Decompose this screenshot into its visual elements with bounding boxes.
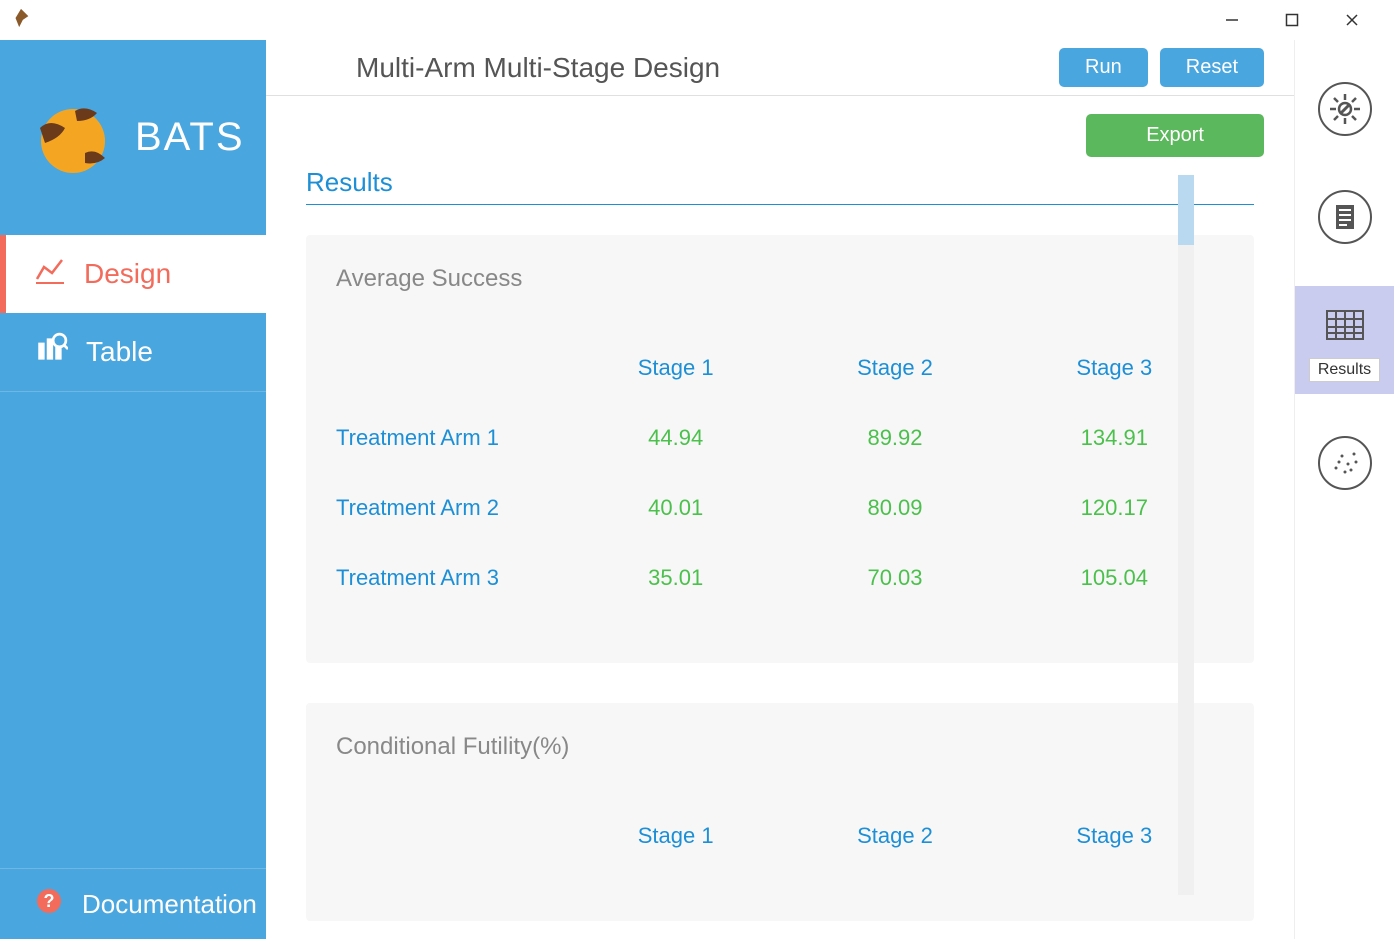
gear-icon (1318, 82, 1372, 136)
svg-text:?: ? (44, 891, 55, 911)
scrollbar[interactable] (1178, 175, 1194, 895)
reset-button[interactable]: Reset (1160, 48, 1264, 87)
cell-value: 40.01 (566, 495, 785, 521)
header: Multi-Arm Multi-Stage Design Run Reset (266, 40, 1294, 96)
export-button[interactable]: Export (1086, 114, 1264, 157)
logo-area: BATS (0, 40, 266, 235)
logo-icon (25, 93, 115, 183)
results-content: Results Average Success Stage 1 Stage 2 … (266, 157, 1294, 939)
titlebar (0, 0, 1394, 40)
row-label: Treatment Arm 2 (336, 495, 566, 521)
table-row: Treatment Arm 3 35.01 70.03 105.04 (336, 543, 1224, 613)
table-row: Treatment Arm 1 44.94 89.92 134.91 (336, 403, 1224, 473)
rail-item-label: Results (1309, 358, 1380, 382)
sidebar-item-design[interactable]: Design (0, 235, 266, 313)
maximize-button[interactable] (1276, 4, 1308, 36)
table-row: Treatment Arm 2 40.01 80.09 120.17 (336, 473, 1224, 543)
cell-value: 80.09 (785, 495, 1004, 521)
section-title: Results (306, 167, 1254, 205)
page-title: Multi-Arm Multi-Stage Design (356, 52, 720, 84)
minimize-button[interactable] (1216, 4, 1248, 36)
cell-value: 89.92 (785, 425, 1004, 451)
divider (0, 391, 266, 392)
row-label: Treatment Arm 1 (336, 425, 566, 451)
table-icon (34, 332, 68, 373)
table-header-row: Stage 1 Stage 2 Stage 3 (336, 801, 1224, 871)
sidebar: BATS Design Table (0, 40, 266, 939)
document-icon (1318, 190, 1372, 244)
panel-average-success: Average Success Stage 1 Stage 2 Stage 3 … (306, 235, 1254, 663)
data-table: Stage 1 Stage 2 Stage 3 (336, 801, 1224, 871)
cell-value: 44.94 (566, 425, 785, 451)
scrollbar-thumb[interactable] (1178, 175, 1194, 245)
run-button[interactable]: Run (1059, 48, 1148, 87)
right-rail: Results (1294, 40, 1394, 939)
panel-title: Average Success (336, 265, 1224, 293)
app-icon (10, 7, 32, 34)
column-header: Stage 2 (785, 823, 1004, 849)
sidebar-item-label: Table (86, 336, 153, 368)
help-icon: ? (34, 886, 64, 923)
panel-title: Conditional Futility(%) (336, 733, 1224, 761)
rail-item-results[interactable]: Results (1295, 286, 1394, 394)
rail-item-log[interactable] (1295, 178, 1394, 256)
row-label: Treatment Arm 3 (336, 565, 566, 591)
sidebar-item-label: Design (84, 258, 171, 290)
panel-conditional-futility: Conditional Futility(%) Stage 1 Stage 2 … (306, 703, 1254, 921)
table-header-row: Stage 1 Stage 2 Stage 3 (336, 333, 1224, 403)
sidebar-item-documentation[interactable]: ? Documentation (0, 869, 266, 939)
main-content: Multi-Arm Multi-Stage Design Run Reset E… (266, 40, 1294, 939)
column-header: Stage 2 (785, 355, 1004, 381)
sidebar-item-table[interactable]: Table (0, 313, 266, 391)
rail-item-settings[interactable] (1295, 70, 1394, 148)
scatter-icon (1318, 436, 1372, 490)
cell-value: 35.01 (566, 565, 785, 591)
close-button[interactable] (1336, 4, 1368, 36)
data-table: Stage 1 Stage 2 Stage 3 Treatment Arm 1 … (336, 333, 1224, 613)
table-grid-icon (1318, 298, 1372, 352)
column-header: Stage 1 (566, 823, 785, 849)
rail-item-plot[interactable] (1295, 424, 1394, 502)
chart-icon (34, 255, 66, 294)
cell-value: 70.03 (785, 565, 1004, 591)
column-header: Stage 1 (566, 355, 785, 381)
sidebar-item-label: Documentation (82, 889, 257, 920)
app-name: BATS (135, 115, 245, 160)
